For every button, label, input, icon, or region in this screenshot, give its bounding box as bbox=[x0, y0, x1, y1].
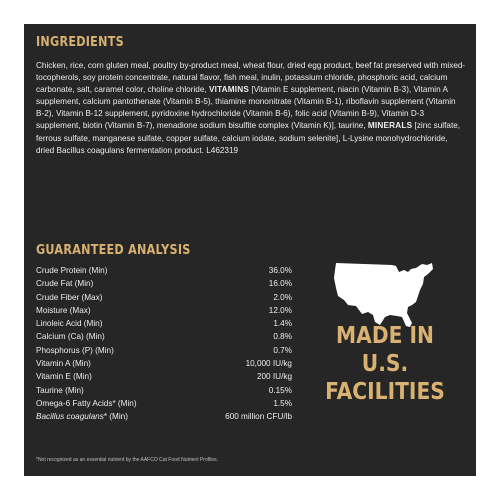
analysis-table-body: Crude Protein (Min) 36.0% Crude Fat (Min) 1… bbox=[36, 264, 292, 424]
analysis-row: Moisture (Max) 12.0% bbox=[36, 304, 292, 317]
analysis-value: 0.8% bbox=[273, 332, 292, 342]
analysis-row: Vitamin A (Min) 10,000 IU/kg bbox=[36, 357, 292, 370]
bacillus-qualifier: * (Min) bbox=[103, 412, 128, 422]
analysis-label: Bacillus coagulans* (Min) bbox=[36, 410, 190, 423]
guaranteed-analysis-table: Crude Protein (Min) 36.0% Crude Fat (Min) 1… bbox=[36, 264, 292, 424]
ingredients-text-part-2: [Vitamin E supplement, niacin (Vitamin B… bbox=[36, 85, 456, 131]
analysis-row: Omega-6 Fatty Acids* (Min) 1.5% bbox=[36, 397, 292, 410]
analysis-value: 2.0% bbox=[273, 292, 292, 302]
ingredients-text-part-3: [zinc sulfate, ferrous sulfate, manganes… bbox=[36, 121, 461, 155]
analysis-label: Crude Fiber (Max) bbox=[36, 292, 103, 302]
analysis-value: 1.5% bbox=[273, 398, 292, 408]
ingredients-heading: INGREDIENTS bbox=[36, 35, 124, 50]
analysis-value: 12.0% bbox=[268, 305, 292, 315]
bacillus-name: Bacillus coagulans bbox=[36, 412, 104, 422]
analysis-label: Phosphorus (P) (Min) bbox=[36, 345, 114, 355]
analysis-row: Linoleic Acid (Min) 1.4% bbox=[36, 317, 292, 330]
badge-line-2: U.S. bbox=[361, 351, 409, 377]
analysis-label: Vitamin E (Min) bbox=[36, 372, 92, 382]
analysis-label: Crude Fat (Min) bbox=[36, 279, 94, 289]
minerals-label: MINERALS bbox=[367, 121, 413, 131]
analysis-value: 200 IU/kg bbox=[256, 372, 292, 382]
analysis-row: Phosphorus (P) (Min) 0.7% bbox=[36, 344, 292, 357]
analysis-value: 0.7% bbox=[273, 345, 292, 355]
analysis-row: Crude Protein (Min) 36.0% bbox=[36, 264, 292, 277]
analysis-row-bacillus: Bacillus coagulans* (Min) 600 million CFU… bbox=[36, 410, 292, 423]
analysis-value: 1.4% bbox=[273, 319, 292, 329]
label-panel: INGREDIENTS Chicken, rice, corn gluten m… bbox=[24, 24, 476, 476]
analysis-value: 0.15% bbox=[268, 385, 292, 395]
analysis-label: Moisture (Max) bbox=[36, 305, 91, 315]
analysis-label: Linoleic Acid (Min) bbox=[36, 319, 103, 329]
analysis-value: 10,000 IU/kg bbox=[245, 359, 292, 369]
ingredients-list: Chicken, rice, corn gluten meal, poultry… bbox=[36, 60, 466, 157]
analysis-value: 16.0% bbox=[268, 279, 292, 289]
analysis-value: 600 million CFU/lb bbox=[225, 412, 292, 422]
vitamins-label: VITAMINS bbox=[208, 85, 250, 95]
analysis-label: Calcium (Ca) (Min) bbox=[36, 332, 105, 342]
badge-line-1: MADE IN bbox=[336, 323, 434, 349]
footnote: *Not recognized as an essential nutrient… bbox=[36, 457, 219, 463]
ingredients-text-part-1: Chicken, rice, corn gluten meal, poultry… bbox=[36, 61, 466, 95]
analysis-label: Vitamin A (Min) bbox=[36, 359, 91, 369]
analysis-label: Crude Protein (Min) bbox=[36, 266, 108, 275]
analysis-row: Vitamin E (Min) 200 IU/kg bbox=[36, 370, 292, 383]
guaranteed-analysis-heading: GUARANTEED ANALYSIS bbox=[36, 243, 191, 258]
analysis-value: 36.0% bbox=[268, 266, 292, 275]
analysis-row: Taurine (Min) 0.15% bbox=[36, 384, 292, 397]
usa-map-icon bbox=[334, 263, 433, 327]
badge-line-3: FACILITIES bbox=[325, 379, 445, 405]
analysis-row: Calcium (Ca) (Min) 0.8% bbox=[36, 330, 292, 343]
analysis-row: Crude Fat (Min) 16.0% bbox=[36, 277, 292, 290]
made-in-usa-badge: MADE IN U.S. FACILITIES bbox=[312, 322, 458, 406]
analysis-label: Omega-6 Fatty Acids* (Min) bbox=[36, 398, 137, 408]
analysis-label: Taurine (Min) bbox=[36, 385, 84, 395]
analysis-row: Crude Fiber (Max) 2.0% bbox=[36, 291, 292, 304]
